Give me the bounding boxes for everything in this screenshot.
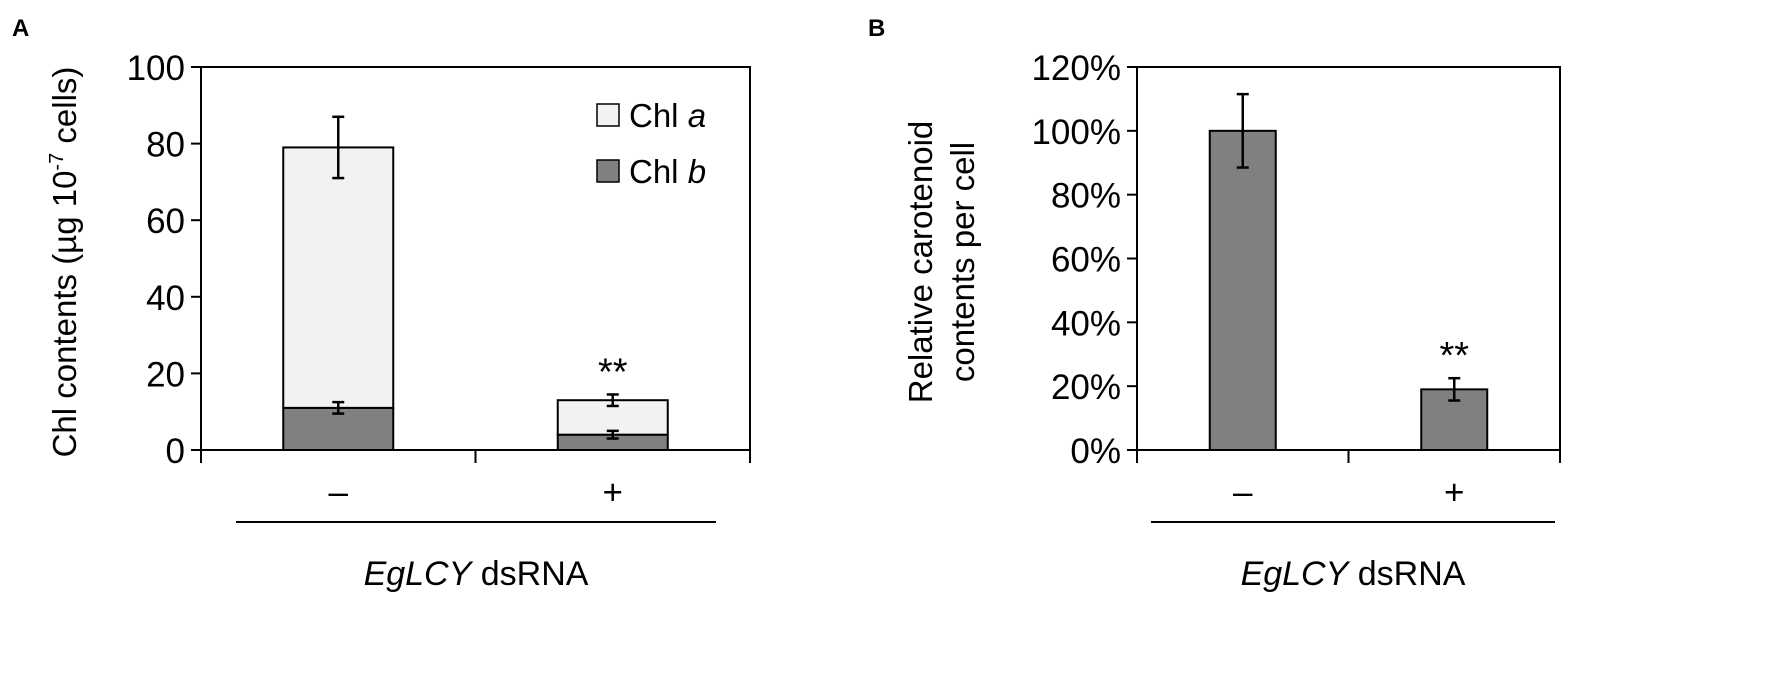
x-tick-label: + [1444,473,1464,512]
y-tick-label: 80 [146,126,185,165]
panel-a-x-axis-label: EgLCY dsRNA [364,555,589,593]
panel-b-plot-frame [1136,66,1561,451]
panel-b-x-axis-label: EgLCY dsRNA [1241,555,1466,593]
legend-label-chl-a: Chl a [629,97,706,134]
legend-label-chl-b: Chl b [629,153,706,190]
panel-a-bars [282,146,669,451]
legend-swatch-chl-b [596,159,620,183]
bar [282,146,395,409]
y-tick-label: 60 [146,202,185,241]
legend-swatch-chl-a [596,103,620,127]
panel-a-x-ticks: – + [200,450,751,512]
y-tick-label: 120% [1031,49,1121,88]
y-tick-label: 80% [1051,177,1121,216]
x-tick-label: – [329,473,349,512]
panel-a-y-axis-label: Chl contents (µg 10-7 cells) [46,67,83,458]
y-tick-label: 20 [146,355,185,394]
panel-b-error-bars [1236,92,1461,402]
panel-b-label: B [868,15,885,42]
panel-b-x-ticks: – + [1136,450,1561,512]
y-tick-label: 100 [127,49,185,88]
panel-b: B Relative carotenoid contents per cell … [868,15,1561,593]
y-tick-label: 60% [1051,241,1121,280]
panel-a-significance: ** [598,351,628,393]
x-tick-label: – [1233,473,1253,512]
y-tick-label: 0% [1070,432,1121,471]
bar [1208,129,1277,451]
panel-b-y-axis-label-line-2: contents per cell [944,142,981,382]
panel-b-significance: ** [1439,335,1469,377]
panel-a-legend: Chl a Chl b [596,97,706,190]
panel-b-y-axis-label: Relative carotenoid contents per cell [902,121,981,404]
panel-b-y-ticks: 0% 20% 40% 60% 80% 100% 120% [1031,49,1137,471]
panel-a-y-ticks: 0 20 40 60 80 100 [127,49,201,471]
panel-b-y-axis-label-line-1: Relative carotenoid [902,121,939,404]
y-tick-label: 0 [166,432,185,471]
panel-a: A Chl contents (µg 10-7 cells) 0 20 40 60 80… [12,15,751,593]
x-tick-label: + [603,473,623,512]
panel-a-label: A [12,15,29,42]
significance-mark: ** [598,351,628,393]
y-tick-label: 100% [1031,113,1121,152]
y-tick-label: 40% [1051,304,1121,343]
panel-a-error-bars [332,115,619,440]
significance-mark: ** [1439,335,1469,377]
y-tick-label: 20% [1051,368,1121,407]
plot-border [1136,66,1561,451]
y-tick-label: 40 [146,279,185,318]
panel-b-bars [1208,129,1489,452]
